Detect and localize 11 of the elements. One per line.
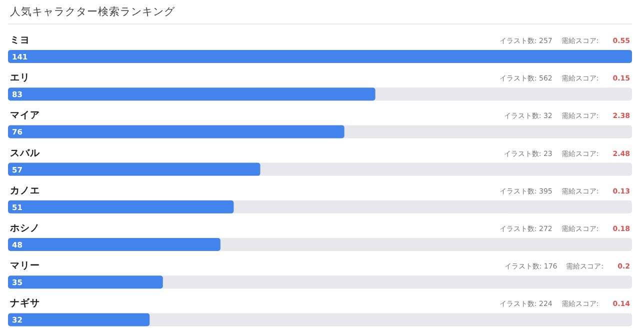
y-tick-label: マリー	[10, 260, 40, 272]
chart-title: 人気キャラクター検索ランキング	[10, 5, 176, 18]
bar	[8, 313, 150, 326]
y-tick-label: スバル	[10, 148, 41, 159]
y-tick-label: マイア	[10, 110, 40, 122]
bar	[8, 276, 163, 289]
y-tick-label: ミヨ	[10, 35, 30, 46]
y-tick-label: ナギサ	[10, 297, 40, 310]
y-tick-label: エリ	[10, 72, 30, 84]
y-tick-label: カノエ	[10, 185, 40, 196]
y-tick-label: ホシノ	[9, 223, 40, 234]
